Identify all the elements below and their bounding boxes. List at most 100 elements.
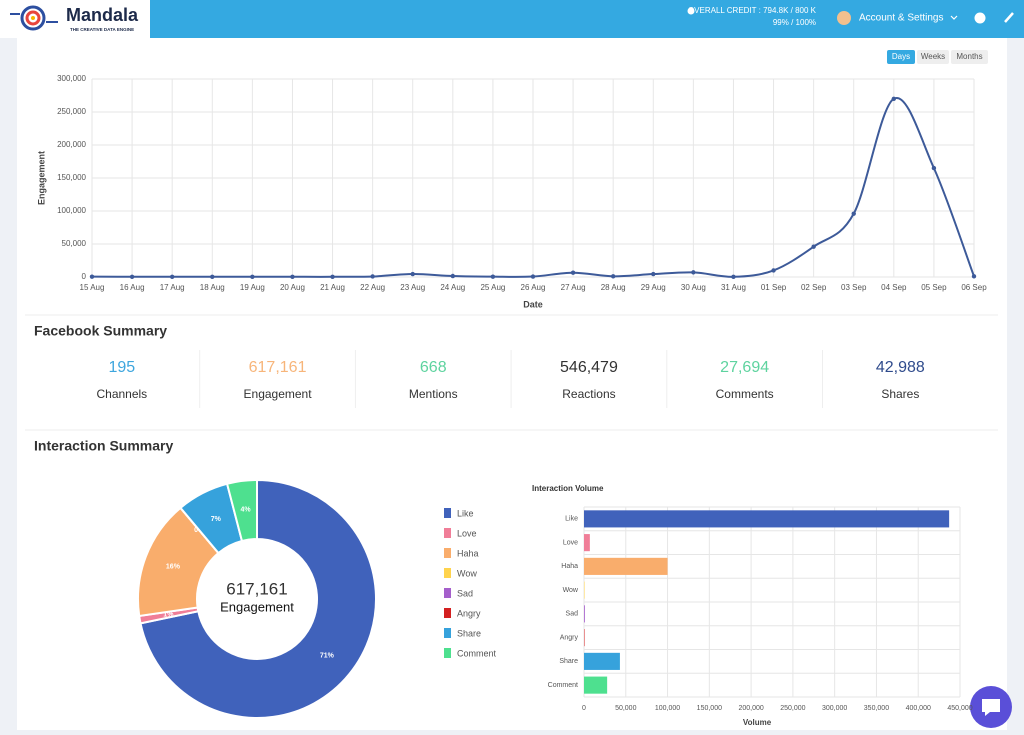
x-tick-label: 25 Aug [480,283,505,292]
data-point [530,274,536,279]
data-point [570,270,576,275]
legend-swatch[interactable] [444,648,451,658]
x-tick-label: 100,000 [655,705,680,712]
y-tick-label: 250,000 [57,107,86,116]
y-tick-label: Love [563,539,578,546]
legend-swatch[interactable] [444,588,451,598]
x-tick-label: 16 Aug [120,283,145,292]
x-tick-label: 23 Aug [400,283,425,292]
credit: OVERALL CREDIT : 794.8K / 800 K [688,6,817,15]
bar[interactable] [584,629,585,647]
data-point [210,274,215,280]
data-point [971,274,977,279]
y-tick-label: 200,000 [57,140,86,149]
slice-label: 7% [211,516,222,523]
account-menu[interactable]: Account & Settings [859,13,944,24]
pie-slice[interactable] [139,478,377,719]
y-tick-label: 50,000 [62,239,87,248]
x-tick-label: 06 Sep [961,283,987,292]
bar[interactable] [584,605,585,623]
summary-label: Shares [881,387,919,401]
legend-label[interactable]: Love [457,528,477,538]
legend-label[interactable]: Sad [457,588,473,598]
data-point [250,274,255,280]
data-point [651,271,656,277]
x-axis-label: Date [523,299,543,309]
data-point [370,274,375,279]
y-tick-label: Like [565,516,578,523]
legend-label[interactable]: Like [457,508,474,518]
slice-label: 4% [241,507,252,514]
summary-label: Comments [716,387,774,401]
x-tick-label: 50,000 [615,705,637,712]
y-tick-label: Angry [560,634,579,641]
y-axis-label: Engagement [36,151,46,205]
legend-swatch[interactable] [444,568,451,578]
x-tick-label: 28 Aug [601,283,626,292]
y-tick-label: 100,000 [57,206,86,215]
x-tick-label: 350,000 [864,705,889,712]
x-axis-label: Volume [743,718,772,727]
x-tick-label: 22 Aug [360,283,385,292]
data-point [851,211,856,216]
top-bar [0,0,1024,38]
data-point [691,270,696,275]
bar[interactable] [584,534,590,552]
x-tick-label: 05 Sep [921,283,947,292]
logo-area[interactable] [0,0,150,38]
help-icon[interactable] [974,12,986,24]
x-tick-label: 17 Aug [160,283,185,292]
legend-label[interactable]: Haha [457,548,479,558]
legend-swatch[interactable] [444,528,451,538]
x-tick-label: 27 Aug [561,283,586,292]
bar[interactable] [584,581,585,599]
legend-label[interactable]: Share [457,628,481,638]
center-label: Engagement [220,599,294,614]
bar[interactable] [584,676,608,694]
summary-value: 27,694 [720,359,769,376]
y-tick-label: Sad [566,611,579,618]
avatar[interactable] [837,11,851,25]
data-point [610,274,616,279]
y-tick-label: Share [559,658,578,665]
range-button[interactable] [887,50,915,64]
range-button[interactable] [951,50,988,64]
x-tick-label: 450,000 [947,705,972,712]
x-tick-label: 0 [582,705,586,712]
range-button-label[interactable]: Weeks [921,52,945,61]
data-point [290,274,295,280]
data-point [490,274,496,279]
y-tick-label: 300,000 [57,74,86,83]
summary-value: 546,479 [560,359,618,376]
summary-value: 668 [420,359,447,376]
bar[interactable] [584,510,950,528]
edit-icon[interactable] [1004,12,1014,23]
x-tick-label: 150,000 [697,705,722,712]
legend-label[interactable]: Wow [457,568,477,578]
range-button-label[interactable]: Days [892,52,910,61]
legend-swatch[interactable] [444,608,451,618]
y-tick-label: Wow [563,587,579,594]
legend-swatch[interactable] [444,548,451,558]
tagline: THE CREATIVE DATA ENGINE [70,27,134,32]
data-point [89,274,95,279]
bar[interactable] [584,652,620,670]
credit-icon [687,7,695,15]
legend-swatch[interactable] [444,508,451,518]
x-tick-label: 400,000 [906,705,931,712]
x-tick-label: 31 Aug [721,283,746,292]
pie-slice[interactable] [225,478,258,543]
legend-swatch[interactable] [444,628,451,638]
x-tick-label: 20 Aug [280,283,305,292]
range-button-label[interactable]: Months [956,52,982,61]
bar[interactable] [584,557,668,575]
legend-label[interactable]: Comment [457,648,497,658]
x-tick-label: 21 Aug [320,283,345,292]
range-button[interactable] [917,50,949,64]
y-tick-label: 0 [82,272,87,281]
brand: Mandala [66,5,139,25]
section-title: Facebook Summary [34,323,167,339]
legend-label[interactable]: Angry [457,608,481,618]
